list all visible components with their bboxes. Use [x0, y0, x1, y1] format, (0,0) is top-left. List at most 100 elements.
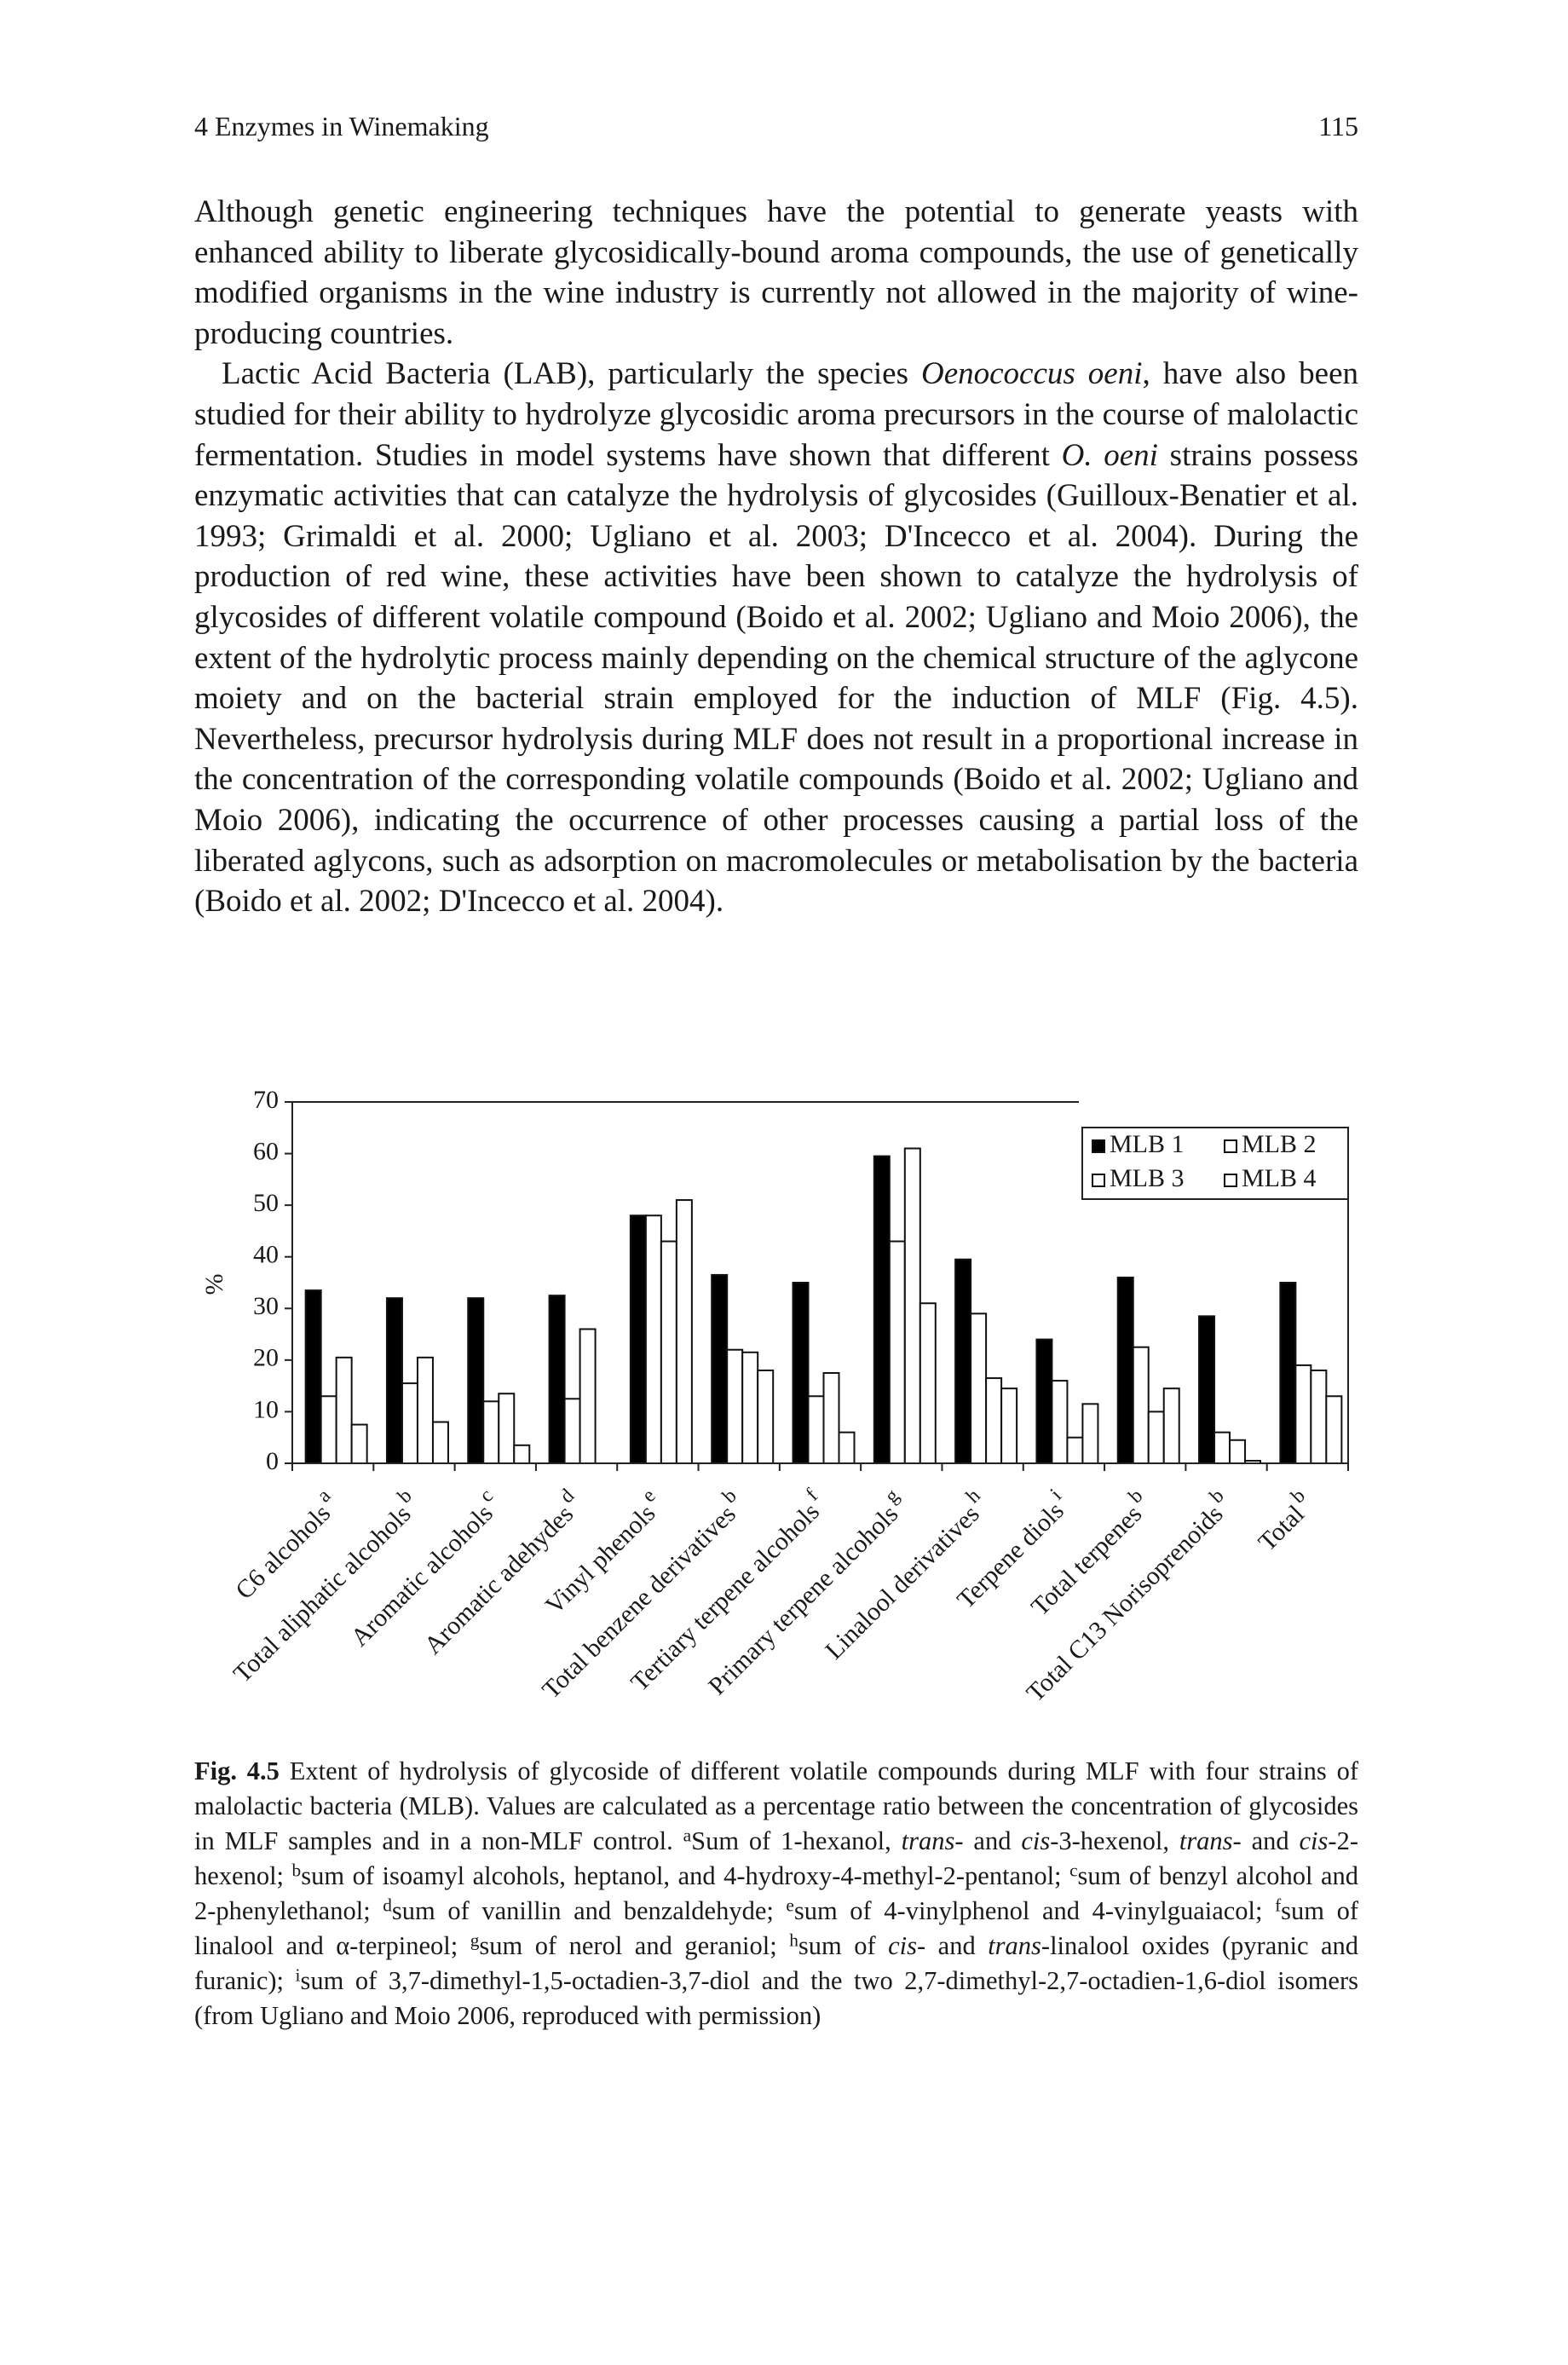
caption-run: sum of vanillin and benzaldehyde;: [391, 1896, 787, 1925]
text-run: , have also been studied for their abili…: [194, 356, 1358, 473]
bar: [903, 1147, 921, 1464]
caption-run: c: [1069, 1860, 1078, 1881]
bar: [822, 1372, 840, 1464]
caption-run: -2-hexenol;: [194, 1826, 1358, 1890]
caption-run: Extent of hydrolysis of glycoside of dif…: [194, 1756, 1358, 1855]
bar: [675, 1199, 693, 1464]
caption-run: trans-: [1179, 1826, 1242, 1855]
y-tick-label: 60: [253, 1137, 279, 1165]
legend-box: [1081, 1127, 1349, 1200]
page-number: 115: [1318, 111, 1358, 141]
category-name: Aromatic adehydes: [418, 1500, 579, 1660]
bar: [320, 1395, 337, 1464]
caption-run: i: [295, 1964, 301, 1986]
caption-run: Fig. 4.5: [194, 1756, 280, 1785]
legend-swatch: [1224, 1174, 1237, 1187]
bar: [1229, 1439, 1247, 1465]
caption-run: cis: [1021, 1826, 1051, 1855]
bar: [1000, 1387, 1018, 1464]
bar: [482, 1400, 500, 1465]
caption-run: cis: [1299, 1826, 1329, 1855]
caption-run: sum of linalool and α-terpineol;: [194, 1896, 1358, 1960]
y-axis-label: %: [200, 1274, 228, 1295]
bar: [985, 1377, 1003, 1464]
caption-run: sum of 4-vinylphenol and 4-vinylguaiacol…: [793, 1896, 1276, 1925]
legend-label: MLB 2: [1242, 1130, 1317, 1158]
bar: [711, 1273, 729, 1464]
text-run: Lactic Acid Bacteria (LAB), particularly…: [222, 356, 921, 392]
bar: [385, 1297, 403, 1464]
x-tick-label: Totalb: [1248, 1485, 1320, 1557]
caption-run: e: [786, 1895, 794, 1916]
bar: [579, 1328, 597, 1464]
bar: [757, 1369, 775, 1465]
bar: [954, 1258, 972, 1464]
caption-run: sum of: [798, 1931, 889, 1960]
caption-run: sum of benzyl alcohol and 2-phenylethano…: [194, 1861, 1358, 1925]
caption-run: cis-: [888, 1931, 926, 1960]
legend-box: [1079, 1100, 1350, 1128]
caption-run: sum of isoamyl alcohols, heptanol, and 4…: [301, 1861, 1070, 1890]
caption-run: h: [789, 1929, 798, 1951]
bar: [838, 1431, 856, 1464]
bar: [1279, 1282, 1297, 1464]
caption-run: g: [470, 1929, 480, 1951]
bar: [513, 1444, 531, 1464]
y-tick-label: 20: [253, 1344, 279, 1372]
body-text: Although genetic engineering techniques …: [194, 192, 1358, 922]
category-name: Linalool derivatives: [820, 1500, 985, 1665]
bar: [888, 1240, 906, 1465]
caption-run: and: [963, 1826, 1022, 1855]
caption-run: Sum of 1-hexanol,: [691, 1826, 902, 1855]
caption-run: and: [1241, 1826, 1300, 1855]
y-tick-label: 40: [253, 1241, 279, 1269]
caption-run: b: [291, 1860, 302, 1881]
paragraph: Although genetic engineering techniques …: [194, 192, 1358, 354]
bar: [548, 1295, 566, 1464]
category-name: Total: [1253, 1500, 1310, 1557]
legend-label: MLB 3: [1110, 1164, 1185, 1192]
bar: [1051, 1380, 1069, 1465]
bar: [350, 1423, 368, 1465]
bar: [1147, 1410, 1165, 1464]
caption-run: -3-hexenol,: [1050, 1826, 1179, 1855]
text-run: Oenococcus oeni: [920, 356, 1143, 392]
caption-run: a: [683, 1825, 692, 1846]
bar: [970, 1312, 988, 1465]
bar: [1294, 1364, 1312, 1464]
caption-run: sum of 3,7-dimethyl-1,5-octadien-3,7-dio…: [194, 1966, 1358, 2030]
bar: [919, 1302, 937, 1464]
bar: [335, 1356, 353, 1465]
bar: [629, 1214, 647, 1464]
bar: [726, 1348, 744, 1464]
y-tick-label: 30: [253, 1292, 279, 1320]
bar: [431, 1421, 449, 1464]
legend-swatch: [1092, 1139, 1105, 1153]
bar: [1310, 1369, 1328, 1465]
caption-run: trans-: [901, 1826, 964, 1855]
plot-frame: [291, 1101, 1349, 1464]
bar: [660, 1240, 677, 1465]
y-tick-label: 10: [253, 1395, 279, 1423]
bar: [1066, 1436, 1084, 1465]
y-tick-label: 70: [253, 1086, 279, 1114]
bar: [873, 1155, 891, 1464]
paragraph: Lactic Acid Bacteria (LAB), particularly…: [194, 354, 1358, 921]
y-tick-label: 50: [253, 1189, 279, 1217]
y-tick-label: 0: [266, 1447, 279, 1475]
text-run: strains possess enzymatic activities tha…: [194, 437, 1358, 920]
bar: [498, 1393, 516, 1465]
running-head: 4 Enzymes in Winemaking: [194, 111, 489, 141]
caption-run: -linalool oxides (pyranic and furanic);: [194, 1931, 1359, 1995]
category-name: Aromatic alcohols: [345, 1499, 498, 1652]
bar: [1116, 1276, 1134, 1465]
bar: [792, 1282, 810, 1464]
bar: [644, 1214, 662, 1464]
bar: [1081, 1403, 1099, 1465]
bar: [741, 1351, 759, 1464]
legend-swatch: [1092, 1174, 1105, 1187]
bar: [1325, 1395, 1343, 1464]
bar: [467, 1297, 485, 1464]
